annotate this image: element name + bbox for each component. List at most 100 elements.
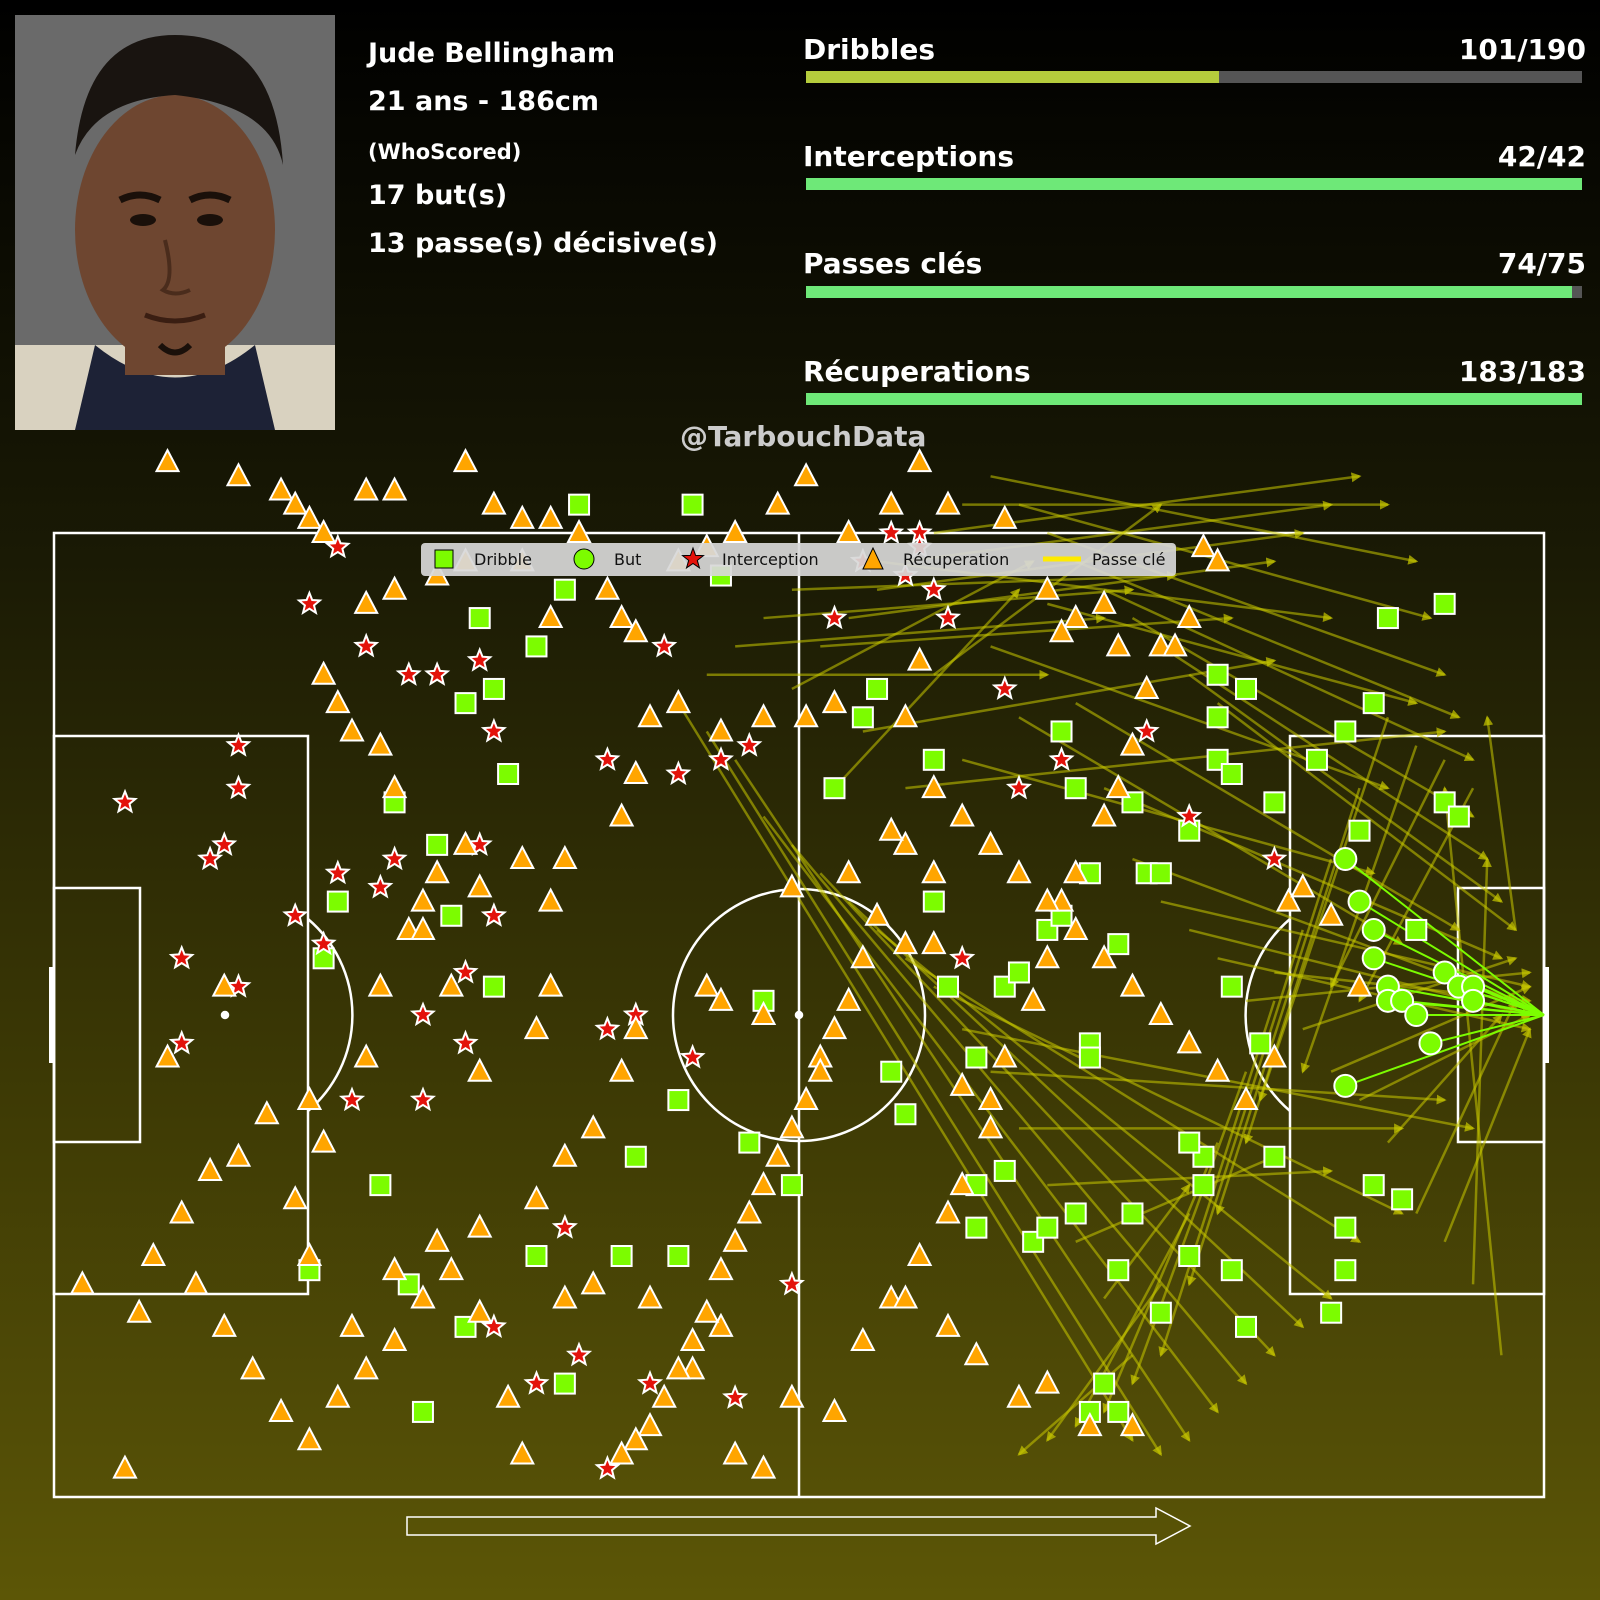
goal-marker: [1347, 889, 1372, 914]
dribble-marker: [525, 1245, 548, 1267]
legend: Dribble But Interception Récuperation Pa…: [421, 543, 1176, 576]
recovery-marker: [310, 518, 337, 543]
recovery-marker: [1105, 632, 1131, 657]
key-pass-line: [848, 557, 1277, 620]
interception-marker: [381, 845, 408, 871]
recovery-marker: [949, 1170, 975, 1196]
interception-marker: [991, 675, 1018, 701]
goal-marker: [1404, 1003, 1429, 1027]
goal-marker: [1361, 917, 1386, 942]
recovery-marker: [793, 462, 819, 487]
recovery-marker: [410, 1284, 436, 1309]
recovery-marker: [296, 1241, 323, 1266]
recovery-marker: [367, 731, 394, 756]
dribble-marker: [1078, 1046, 1101, 1069]
shot-line: [1472, 999, 1545, 1016]
dribble-marker: [1206, 663, 1229, 686]
player-age-height: 21 ans - 186cm: [368, 86, 599, 117]
interception-marker: [168, 1029, 195, 1055]
recovery-marker: [651, 1383, 677, 1408]
key-pass-line: [847, 900, 1305, 1329]
legend-label-goal: But: [614, 550, 641, 569]
dribble-marker: [1362, 1174, 1385, 1197]
recovery-marker: [580, 1270, 606, 1295]
recovery-marker: [254, 1100, 280, 1125]
dribble-marker: [482, 677, 505, 700]
dribble-marker: [1334, 1216, 1357, 1239]
recovery-marker: [623, 759, 649, 784]
dribble-marker: [1235, 1315, 1257, 1338]
key-pass-line: [1243, 787, 1361, 1145]
recovery-marker: [779, 1383, 805, 1408]
key-pass-line: [791, 570, 1178, 591]
recovery-marker: [906, 1241, 933, 1266]
recovery-marker: [452, 447, 479, 473]
dribble-marker: [965, 1046, 988, 1069]
dribble-marker: [1107, 1400, 1130, 1423]
recovery-marker: [1020, 986, 1046, 1011]
recovery-marker: [821, 688, 848, 714]
stat-value-key-passes: 74/75: [1497, 247, 1586, 280]
dribble-marker: [1149, 1301, 1172, 1324]
recovery-marker: [1119, 1411, 1146, 1437]
goal-marker: [1390, 988, 1415, 1013]
dribble-marker: [624, 1145, 647, 1168]
recovery-marker: [282, 490, 308, 515]
recovery-marker: [1063, 603, 1089, 629]
recovery-marker: [1162, 632, 1188, 657]
interception-marker: [722, 1384, 749, 1409]
dribble-marker: [326, 890, 349, 913]
recovery-marker: [949, 1071, 975, 1096]
recovery-marker: [552, 844, 578, 870]
dribble-marker: [1107, 1259, 1130, 1282]
key-pass-line: [1160, 900, 1532, 990]
recovery-marker: [708, 986, 734, 1011]
interception-marker: [934, 604, 962, 630]
recovery-marker: [381, 575, 408, 600]
interception-marker: [636, 1369, 664, 1395]
recovery-marker: [1204, 1057, 1231, 1082]
interception-marker: [594, 1454, 621, 1480]
interception-marker: [707, 746, 734, 771]
interception-marker: [736, 731, 763, 757]
interception-marker: [778, 1270, 806, 1296]
recovery-marker: [381, 774, 408, 799]
dribble-marker: [780, 1174, 803, 1197]
key-pass-line: [735, 613, 1107, 648]
recovery-marker: [197, 1156, 223, 1181]
recovery-marker: [821, 1397, 848, 1422]
recovery-marker: [353, 1043, 379, 1068]
key-pass-line: [1047, 602, 1419, 706]
recovery-marker: [694, 972, 720, 997]
shot-line: [1344, 1014, 1545, 1087]
recovery-marker: [1063, 915, 1089, 940]
recovery-marker: [765, 490, 791, 515]
goal-marker: [1361, 946, 1386, 971]
recovery-marker: [1176, 603, 1202, 629]
dribble-marker: [468, 607, 491, 630]
goal-marker: [1432, 960, 1457, 985]
recovery-marker: [69, 1270, 96, 1295]
recovery-marker: [608, 603, 635, 629]
stat-label-recoveries: Récuperations: [803, 355, 1031, 388]
key-pass-line: [1158, 1000, 1276, 1358]
recovery-marker: [481, 490, 507, 515]
recovery-marker: [225, 462, 252, 487]
recovery-marker: [637, 703, 663, 728]
goal-marker: [1418, 1031, 1443, 1056]
dribble-marker: [1064, 777, 1087, 800]
dribble-marker: [937, 975, 959, 998]
recovery-marker: [821, 1015, 848, 1040]
recovery-marker: [1176, 1029, 1202, 1054]
key-pass-line: [1075, 1155, 1277, 1243]
recovery-marker: [523, 1185, 550, 1210]
interception-marker: [211, 831, 238, 856]
stat-value-interceptions: 42/42: [1497, 140, 1586, 173]
recovery-marker: [892, 1284, 919, 1309]
interception-marker: [821, 604, 848, 630]
recovery-marker: [282, 1185, 308, 1210]
recovery-marker: [708, 1256, 734, 1281]
recovery-marker: [679, 1326, 706, 1352]
recovery-marker: [424, 859, 450, 884]
recovery-marker: [438, 972, 464, 997]
